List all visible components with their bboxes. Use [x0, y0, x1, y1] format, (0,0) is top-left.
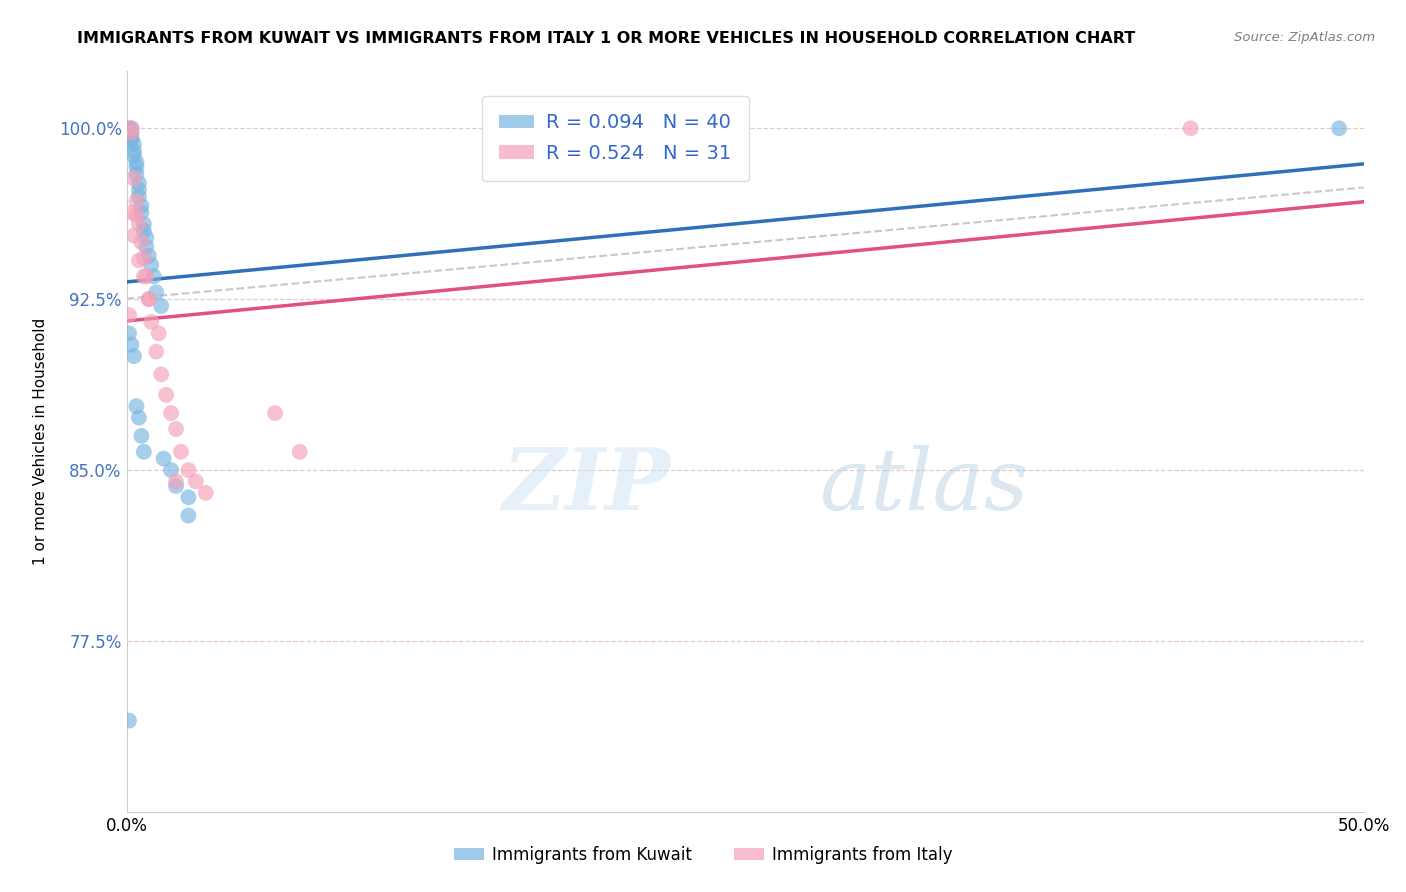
Point	[131, 205, 153, 219]
Point	[141, 258, 163, 272]
Point	[177, 508, 200, 523]
Point	[125, 208, 148, 222]
Point	[122, 349, 145, 363]
Point	[131, 429, 153, 443]
Point	[131, 199, 153, 213]
Point	[128, 183, 150, 197]
Point	[121, 133, 143, 147]
Point	[121, 205, 143, 219]
Point	[264, 406, 287, 420]
Point	[128, 217, 150, 231]
Point	[118, 121, 141, 136]
Point	[125, 399, 148, 413]
Point	[170, 444, 193, 458]
Point	[150, 368, 173, 382]
Point	[128, 176, 150, 190]
Point	[138, 249, 160, 263]
Point	[148, 326, 170, 341]
Point	[165, 475, 187, 489]
Point	[135, 230, 157, 244]
Point	[128, 253, 150, 268]
Point	[122, 137, 145, 152]
Point	[128, 410, 150, 425]
Point	[125, 155, 148, 169]
Point	[141, 315, 163, 329]
Point	[125, 167, 148, 181]
Point	[132, 224, 155, 238]
Point	[150, 299, 173, 313]
Point	[135, 240, 157, 254]
Point	[118, 714, 141, 728]
Point	[118, 308, 141, 322]
Legend: Immigrants from Kuwait, Immigrants from Italy: Immigrants from Kuwait, Immigrants from …	[447, 839, 959, 871]
Point	[152, 451, 174, 466]
Point	[177, 491, 200, 505]
Point	[1327, 121, 1350, 136]
Y-axis label: 1 or more Vehicles in Household: 1 or more Vehicles in Household	[32, 318, 48, 566]
Point	[132, 269, 155, 284]
Point	[1180, 121, 1202, 136]
Point	[128, 189, 150, 203]
Point	[122, 144, 145, 158]
Point	[165, 422, 187, 436]
Point	[121, 126, 143, 140]
Point	[142, 269, 165, 284]
Point	[118, 326, 141, 341]
Text: Source: ZipAtlas.com: Source: ZipAtlas.com	[1234, 31, 1375, 45]
Point	[155, 388, 177, 402]
Point	[184, 475, 207, 489]
Text: ZIP: ZIP	[503, 444, 671, 528]
Point	[121, 121, 143, 136]
Point	[132, 251, 155, 265]
Point	[125, 194, 148, 209]
Point	[121, 337, 143, 351]
Point	[132, 444, 155, 458]
Point	[145, 344, 167, 359]
Point	[121, 126, 143, 140]
Text: atlas: atlas	[820, 444, 1029, 527]
Point	[118, 123, 141, 137]
Point	[194, 485, 217, 500]
Point	[165, 479, 187, 493]
Point	[122, 148, 145, 162]
Point	[138, 292, 160, 306]
Point	[160, 406, 183, 420]
Text: IMMIGRANTS FROM KUWAIT VS IMMIGRANTS FROM ITALY 1 OR MORE VEHICLES IN HOUSEHOLD : IMMIGRANTS FROM KUWAIT VS IMMIGRANTS FRO…	[77, 31, 1136, 46]
Point	[138, 292, 160, 306]
Point	[121, 130, 143, 145]
Point	[160, 463, 183, 477]
Point	[122, 228, 145, 243]
Point	[135, 269, 157, 284]
Point	[288, 444, 311, 458]
Point	[125, 160, 148, 174]
Point	[145, 285, 167, 300]
Point	[132, 217, 155, 231]
Point	[131, 235, 153, 250]
Legend: R = 0.094   N = 40, R = 0.524   N = 31: R = 0.094 N = 40, R = 0.524 N = 31	[482, 95, 749, 180]
Point	[177, 463, 200, 477]
Point	[122, 171, 145, 186]
Point	[121, 121, 143, 136]
